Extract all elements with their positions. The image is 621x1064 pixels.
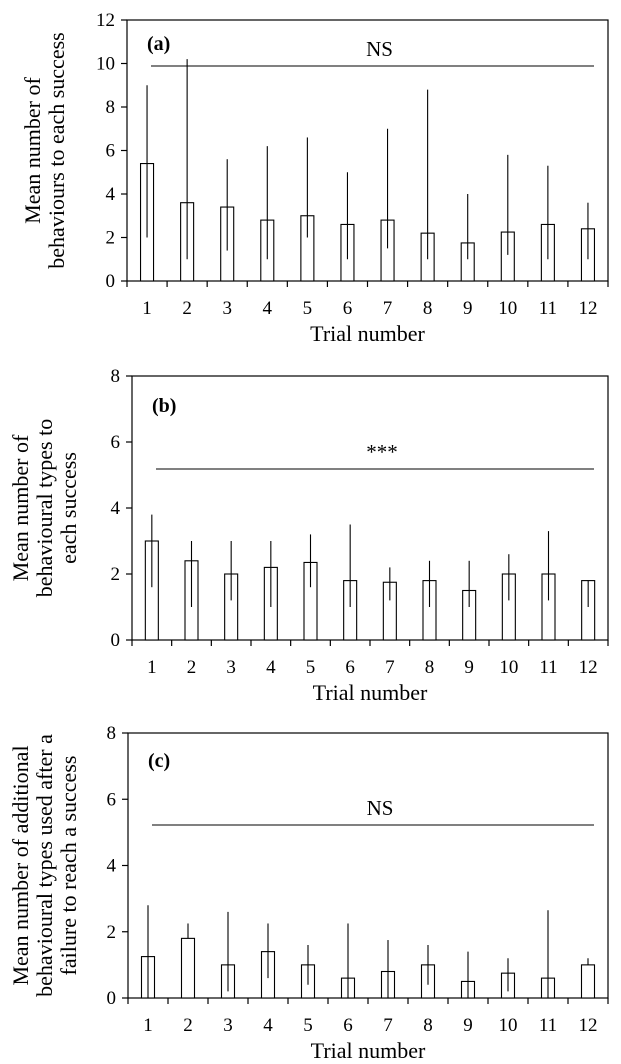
significance-label: ***: [366, 440, 398, 464]
panel-label: (b): [152, 395, 176, 417]
x-tick-label: 10: [498, 298, 517, 319]
y-axis-title-line: each success: [56, 452, 81, 564]
x-tick-label: 7: [383, 298, 393, 319]
y-axis-title-line: Mean number of: [20, 77, 45, 224]
x-tick-label: 9: [463, 1015, 473, 1036]
y-tick-label: 8: [111, 366, 121, 387]
x-tick-label: 10: [499, 1015, 518, 1036]
x-tick-label: 3: [222, 298, 232, 319]
panel-label: (c): [148, 750, 170, 772]
x-tick-label: 7: [383, 1015, 393, 1036]
x-tick-label: 2: [187, 657, 197, 678]
significance-label: NS: [367, 796, 394, 820]
y-axis-title-line: failure to reach a success: [56, 756, 81, 976]
y-tick-label: 0: [107, 988, 117, 1009]
x-tick-label: 3: [226, 657, 236, 678]
plot-frame: [127, 732, 609, 999]
y-tick-label: 2: [111, 564, 121, 585]
y-tick-label: 2: [106, 228, 116, 249]
x-tick-label: 6: [345, 657, 355, 678]
y-tick-label: 8: [106, 97, 116, 118]
plot-frame: [131, 375, 609, 641]
x-tick-label: 5: [303, 1015, 313, 1036]
x-tick-label: 5: [306, 657, 316, 678]
x-tick-label: 9: [463, 298, 473, 319]
x-tick-label: 1: [147, 657, 157, 678]
x-tick-label: 12: [579, 657, 598, 678]
x-axis-title: Trial number: [311, 1038, 426, 1063]
x-tick-label: 4: [266, 657, 276, 678]
bar-trial-2: [180, 937, 196, 999]
x-tick-label: 4: [263, 298, 273, 319]
y-tick-label: 6: [106, 141, 116, 162]
y-axis-title-line: Mean number of additional: [8, 745, 33, 985]
y-axis-title-line: behavioural types to: [32, 419, 57, 597]
y-tick-label: 12: [96, 10, 115, 31]
significance-label: NS: [366, 37, 393, 61]
y-tick-label: 4: [106, 184, 116, 205]
y-axis-title: Mean number of additionalbehavioural typ…: [8, 734, 81, 997]
x-tick-label: 2: [182, 298, 192, 319]
x-tick-label: 12: [579, 1015, 598, 1036]
panel-label: (a): [147, 33, 170, 55]
bar-trial-12: [580, 964, 596, 999]
y-tick-label: 4: [107, 856, 117, 877]
x-tick-label: 12: [578, 298, 597, 319]
x-tick-label: 3: [223, 1015, 233, 1036]
x-tick-label: 1: [143, 1015, 153, 1036]
x-tick-label: 5: [303, 298, 313, 319]
x-tick-label: 11: [539, 657, 557, 678]
x-tick-label: 6: [343, 298, 353, 319]
y-tick-label: 0: [106, 271, 116, 292]
x-tick-label: 2: [183, 1015, 193, 1036]
y-axis-title-line: Mean number of: [8, 434, 33, 581]
x-tick-label: 7: [385, 657, 395, 678]
y-tick-label: 4: [111, 498, 121, 519]
x-tick-label: 4: [263, 1015, 273, 1036]
x-tick-label: 11: [539, 1015, 557, 1036]
x-tick-label: 8: [423, 298, 433, 319]
y-axis-title-line: behavioural types used after a: [32, 734, 57, 997]
x-tick-label: 8: [425, 657, 435, 678]
y-axis-title: Mean number ofbehaviours to each success: [20, 32, 69, 268]
x-tick-label: 8: [423, 1015, 433, 1036]
y-tick-label: 6: [107, 789, 117, 810]
y-tick-label: 6: [111, 432, 121, 453]
y-axis-title-line: behaviours to each success: [44, 32, 69, 268]
x-tick-label: 11: [539, 298, 557, 319]
x-axis-title: Trial number: [313, 680, 428, 705]
y-tick-label: 0: [111, 630, 121, 651]
x-tick-label: 6: [343, 1015, 353, 1036]
y-tick-label: 10: [96, 54, 115, 75]
x-axis-title: Trial number: [310, 321, 425, 346]
y-axis-title: Mean number ofbehavioural types toeach s…: [8, 419, 81, 597]
y-tick-label: 8: [107, 723, 117, 744]
y-tick-label: 2: [107, 922, 117, 943]
x-tick-label: 10: [499, 657, 518, 678]
x-tick-label: 1: [142, 298, 152, 319]
x-tick-label: 9: [464, 657, 474, 678]
